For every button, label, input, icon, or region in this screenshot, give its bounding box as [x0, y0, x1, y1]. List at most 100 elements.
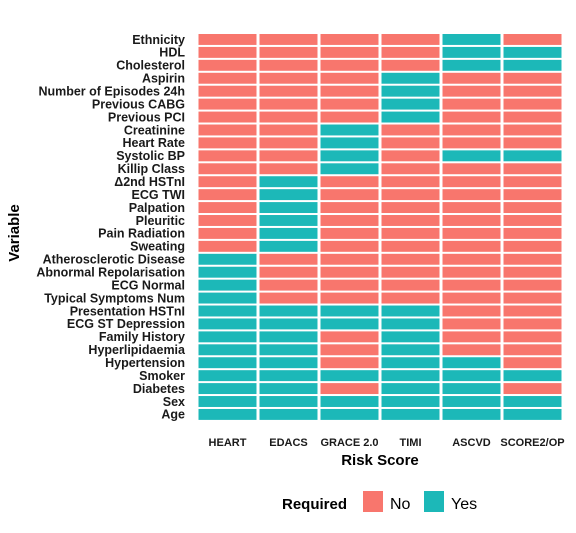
y-tick-label: Cholesterol: [116, 59, 185, 73]
cell-diabetes-ascvd: [442, 383, 501, 395]
x-tick-label: ASCVD: [452, 437, 491, 449]
y-tick-label: Killip Class: [118, 162, 185, 176]
cell-creatinine-score2-op: [503, 124, 562, 136]
cell-atherosclerotic-disease-edacs: [259, 253, 318, 265]
cell-killip-class-ascvd: [442, 163, 501, 175]
cell-sex-ascvd: [442, 396, 501, 407]
cell-ethnicity-ascvd: [442, 34, 501, 45]
cell-typical-symptoms-num-heart: [198, 292, 257, 304]
x-axis-title: Risk Score: [341, 452, 419, 469]
cell-atherosclerotic-disease-timi: [381, 253, 440, 265]
cell-sex-score2-op: [503, 396, 562, 407]
cell-previous-cabg-heart: [198, 98, 257, 110]
cell-killip-class-heart: [198, 163, 257, 175]
legend-swatch-no: [363, 491, 383, 512]
cell-number-of-episodes-24h-timi: [381, 85, 440, 97]
cell-presentation-hstni-timi: [381, 305, 440, 317]
cell-abnormal-repolarisation-edacs: [259, 266, 318, 278]
cell-heart-rate-edacs: [259, 137, 318, 149]
cell-killip-class-edacs: [259, 163, 318, 175]
cell-systolic-bp-edacs: [259, 150, 318, 162]
cell-ecg-st-depression-ascvd: [442, 318, 501, 330]
cell-aspirin-timi: [381, 72, 440, 84]
cell-previous-cabg-ascvd: [442, 98, 501, 110]
cell-ecg-twi-timi: [381, 189, 440, 201]
cell-2nd-hstni-ascvd: [442, 176, 501, 188]
y-tick-label: Ethnicity: [132, 33, 185, 47]
y-tick-label: Age: [161, 408, 185, 422]
cell-palpation-edacs: [259, 202, 318, 214]
cell-presentation-hstni-heart: [198, 305, 257, 317]
cell-cholesterol-timi: [381, 59, 440, 71]
cell-hdl-ascvd: [442, 46, 501, 58]
cell-cholesterol-ascvd: [442, 59, 501, 71]
cell-2nd-hstni-heart: [198, 176, 257, 188]
cell-family-history-grace-2-0: [320, 331, 379, 343]
y-tick-label: ECG TWI: [132, 188, 185, 202]
y-tick-label: Creatinine: [124, 123, 185, 137]
cell-hypertension-ascvd: [442, 357, 501, 369]
cell-pain-radiation-timi: [381, 227, 440, 239]
cell-hdl-edacs: [259, 46, 318, 58]
cell-pain-radiation-edacs: [259, 227, 318, 239]
cell-typical-symptoms-num-edacs: [259, 292, 318, 304]
cell-ecg-normal-ascvd: [442, 279, 501, 291]
cell-hdl-grace-2-0: [320, 46, 379, 58]
y-tick-label: Sweating: [130, 240, 185, 254]
cell-number-of-episodes-24h-heart: [198, 85, 257, 97]
y-tick-label: ECG Normal: [111, 278, 185, 292]
cell-family-history-heart: [198, 331, 257, 343]
cell-ecg-twi-grace-2-0: [320, 189, 379, 201]
legend: Required No Yes: [282, 491, 477, 513]
cell-cholesterol-heart: [198, 59, 257, 71]
cell-diabetes-edacs: [259, 383, 318, 395]
y-axis-title: Variable: [6, 204, 23, 262]
y-tick-label: Δ2nd HSTnI: [114, 175, 185, 189]
cell-2nd-hstni-edacs: [259, 176, 318, 188]
cell-creatinine-ascvd: [442, 124, 501, 136]
cell-previous-pci-score2-op: [503, 111, 562, 123]
cell-sweating-ascvd: [442, 240, 501, 252]
cell-sweating-timi: [381, 240, 440, 252]
y-tick-label: Abnormal Repolarisation: [36, 266, 185, 280]
y-tick-label: Pleuritic: [136, 214, 185, 228]
cell-2nd-hstni-timi: [381, 176, 440, 188]
cell-number-of-episodes-24h-score2-op: [503, 85, 562, 97]
cell-abnormal-repolarisation-ascvd: [442, 266, 501, 278]
cell-ecg-normal-timi: [381, 279, 440, 291]
cell-ecg-twi-edacs: [259, 189, 318, 201]
cell-palpation-ascvd: [442, 202, 501, 214]
cell-aspirin-grace-2-0: [320, 72, 379, 84]
cell-sweating-grace-2-0: [320, 240, 379, 252]
cell-smoker-timi: [381, 370, 440, 382]
cell-sweating-edacs: [259, 240, 318, 252]
cell-presentation-hstni-edacs: [259, 305, 318, 317]
cell-ecg-normal-score2-op: [503, 279, 562, 291]
x-tick-label: GRACE 2.0: [320, 437, 378, 449]
cell-hdl-score2-op: [503, 46, 562, 58]
cell-sex-heart: [198, 396, 257, 407]
y-tick-label: Typical Symptoms Num: [44, 291, 185, 305]
y-tick-label: Family History: [99, 330, 185, 344]
cell-pain-radiation-grace-2-0: [320, 227, 379, 239]
y-tick-label: ECG ST Depression: [67, 317, 185, 331]
cell-hyperlipidaemia-heart: [198, 344, 257, 356]
cell-ecg-normal-edacs: [259, 279, 318, 291]
cell-ecg-st-depression-grace-2-0: [320, 318, 379, 330]
x-tick-label: SCORE2/OP: [500, 437, 564, 449]
cell-ecg-st-depression-score2-op: [503, 318, 562, 330]
x-tick-labels: HEART EDACS GRACE 2.0 TIMI ASCVD SCORE2/OP: [209, 437, 565, 449]
cell-previous-pci-ascvd: [442, 111, 501, 123]
y-tick-label: Systolic BP: [116, 149, 185, 163]
legend-swatch-yes: [424, 491, 444, 512]
cell-aspirin-score2-op: [503, 72, 562, 84]
cell-smoker-edacs: [259, 370, 318, 382]
y-tick-label: Previous CABG: [92, 97, 185, 111]
cell-family-history-score2-op: [503, 331, 562, 343]
cell-killip-class-grace-2-0: [320, 163, 379, 175]
cell-cholesterol-score2-op: [503, 59, 562, 71]
cell-aspirin-ascvd: [442, 72, 501, 84]
legend-title: Required: [282, 496, 347, 513]
